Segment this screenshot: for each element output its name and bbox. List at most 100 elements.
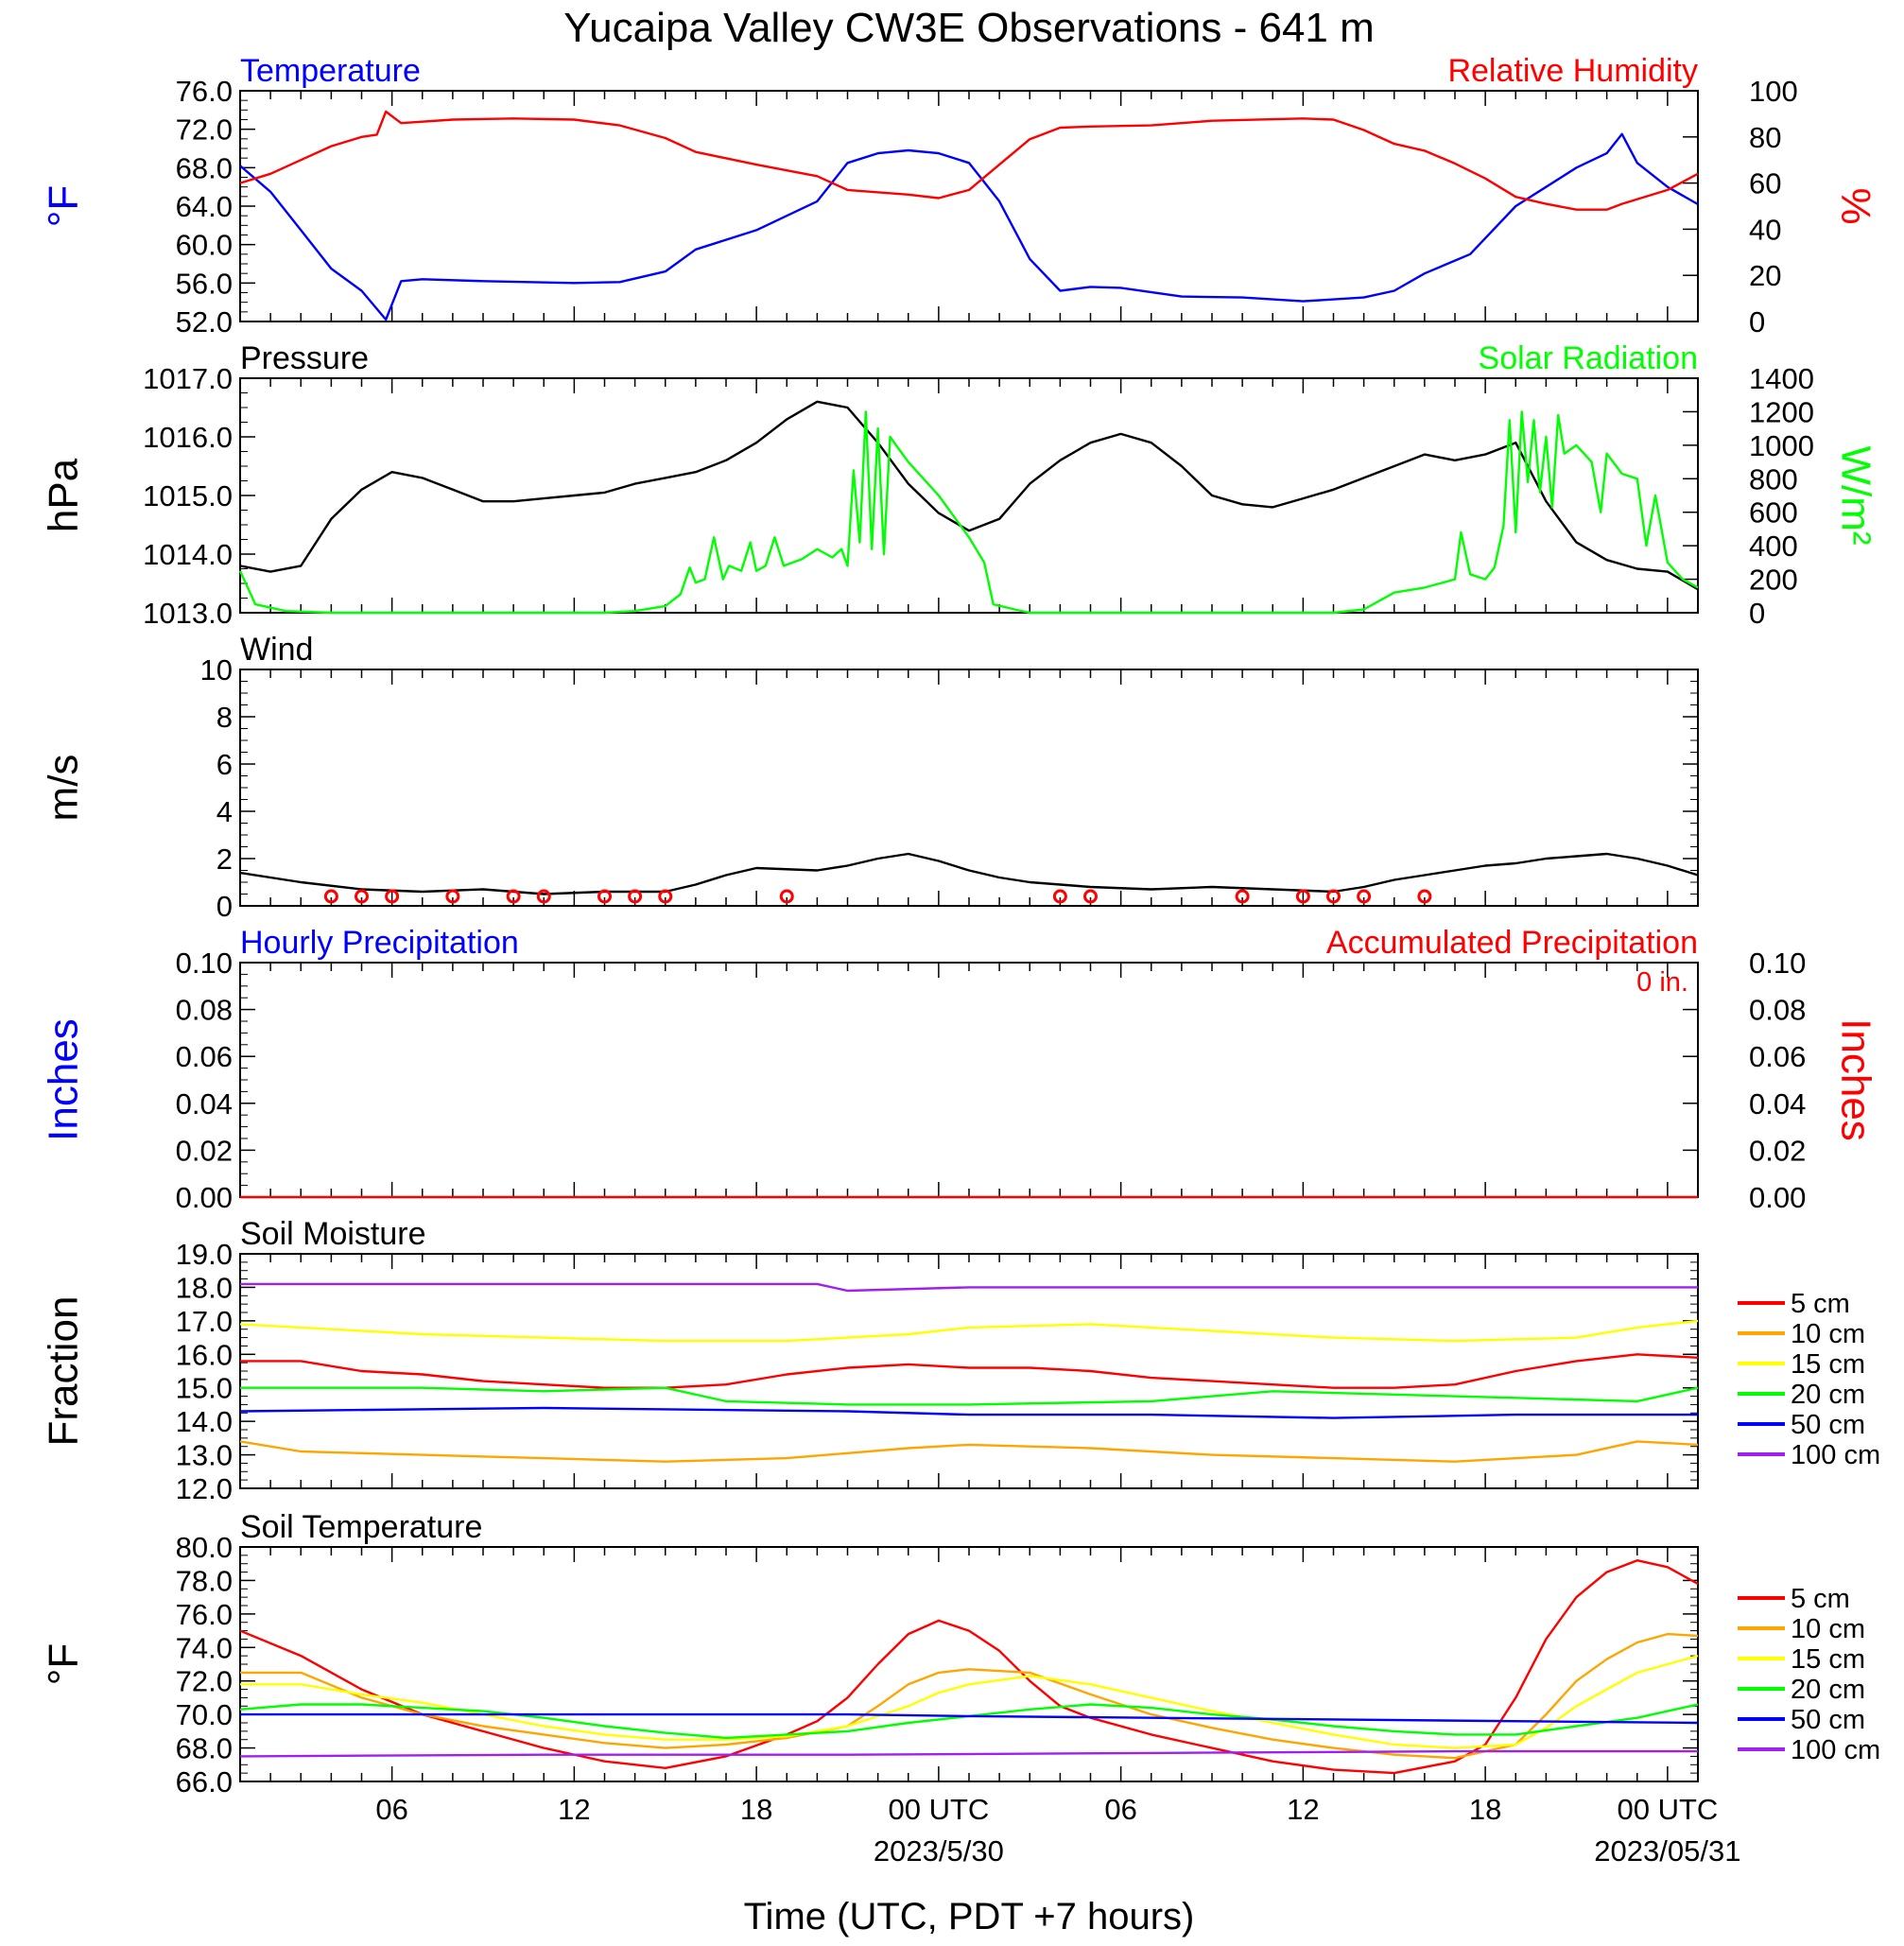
soil-moisture-left-tick-label: 14.0: [176, 1405, 233, 1438]
precipitation-left-axis-label: Inches: [41, 1018, 87, 1141]
wind-calm-marker: [1083, 889, 1098, 904]
precipitation-title-right: Accumulated Precipitation: [1326, 925, 1698, 961]
pressure-right-tick-label: 400: [1749, 530, 1798, 563]
wind-left-tick-label: 8: [216, 701, 233, 734]
precipitation-right-tick-label: 0.08: [1749, 994, 1806, 1027]
soil-temperature-series-10-cm: [240, 1632, 1699, 1760]
pressure-title-right: Solar Radiation: [1479, 340, 1698, 376]
soil-moisture-legend-label: 50 cm: [1791, 1410, 1865, 1440]
soil-temperature-legend-label: 50 cm: [1791, 1705, 1865, 1735]
wind-calm-marker: [385, 889, 400, 904]
x-tick-label: 18: [1469, 1793, 1501, 1826]
soil-moisture-left-tick-label: 19.0: [176, 1238, 233, 1271]
temperature-left-tick-label: 68.0: [176, 151, 233, 184]
soil-temperature-left-axis-label: °F: [41, 1643, 87, 1685]
wind-calm-marker: [1235, 889, 1250, 904]
soil-moisture-legend-label: 15 cm: [1791, 1349, 1865, 1380]
wind-calm-marker: [1295, 889, 1310, 904]
soil-moisture-frame: [239, 1253, 1699, 1489]
soil-moisture-series-5-cm: [240, 1353, 1699, 1389]
soil-temperature-title-left: Soil Temperature: [240, 1509, 482, 1545]
wind-calm-marker: [779, 889, 794, 904]
temperature-left-tick-label: 76.0: [176, 75, 233, 108]
soil-temperature-legend-label: 15 cm: [1791, 1644, 1865, 1675]
soil-moisture-left-axis-label: Fraction: [41, 1296, 87, 1447]
soil-moisture-left-tick-label: 17.0: [176, 1305, 233, 1338]
temperature-left-tick-label: 72.0: [176, 113, 233, 147]
soil-moisture-series-15-cm: [239, 1319, 1699, 1343]
wind-calm-marker: [1357, 889, 1372, 904]
soil-temperature-legend-label: 20 cm: [1791, 1675, 1865, 1705]
wind-left-tick-label: 6: [216, 748, 233, 781]
precipitation-right-tick-label: 0.04: [1749, 1087, 1806, 1121]
temperature-right-tick-label: 0: [1749, 305, 1765, 339]
soil-temperature-left-tick-label: 78.0: [176, 1564, 233, 1597]
soil-moisture-legend-label: 20 cm: [1791, 1380, 1865, 1410]
precipitation-right-tick-label: 0.06: [1749, 1040, 1806, 1073]
temperature-frame: [239, 90, 1699, 322]
temperature-right-tick-label: 60: [1749, 167, 1781, 200]
soil-temperature-series-5-cm: [239, 1559, 1699, 1775]
wind-left-tick-label: 4: [216, 795, 233, 828]
soil-moisture-series-50-cm: [239, 1406, 1698, 1419]
x-tick-date: 2023/5/30: [874, 1834, 1004, 1868]
soil-moisture-left-tick-label: 12.0: [176, 1472, 233, 1505]
x-tick-label: 06: [375, 1793, 407, 1826]
precipitation-title-left: Hourly Precipitation: [240, 925, 519, 961]
temperature-left-tick-label: 52.0: [176, 305, 233, 339]
pressure-left-tick-label: 1015.0: [143, 479, 233, 513]
temperature-left-tick-label: 60.0: [176, 229, 233, 262]
wind-calm-marker: [323, 889, 338, 904]
x-tick-label: 18: [740, 1793, 772, 1826]
soil-temperature-left-tick-label: 76.0: [176, 1598, 233, 1631]
soil-moisture-left-tick-label: 18.0: [176, 1271, 233, 1304]
wind-calm-marker: [1326, 889, 1341, 904]
wind-calm-marker: [355, 889, 369, 904]
wind-calm-marker: [536, 889, 551, 904]
x-tick-label: 06: [1104, 1793, 1136, 1826]
temperature-series-relative-humidity: [239, 110, 1699, 211]
pressure-left-tick-label: 1016.0: [143, 421, 233, 454]
precipitation-right-tick-label: 0.00: [1749, 1181, 1806, 1214]
x-tick-label: 12: [558, 1793, 590, 1826]
x-tick-date: 2023/05/31: [1594, 1834, 1740, 1868]
soil-temperature-left-tick-label: 70.0: [176, 1698, 233, 1731]
soil-moisture-left-tick-label: 13.0: [176, 1439, 233, 1472]
pressure-left-axis-label: hPa: [41, 458, 87, 532]
precipitation-annotation: 0 in.: [1636, 967, 1688, 998]
soil-moisture-legend-label: 10 cm: [1791, 1319, 1865, 1349]
precipitation-right-tick-label: 0.02: [1749, 1134, 1806, 1167]
precipitation-left-tick-label: 0.04: [176, 1087, 233, 1121]
temperature-right-tick-label: 40: [1749, 213, 1781, 246]
pressure-right-tick-label: 600: [1749, 496, 1798, 530]
temperature-right-tick-label: 20: [1749, 259, 1781, 292]
precipitation-right-tick-label: 0.10: [1749, 947, 1806, 980]
pressure-right-tick-label: 1200: [1749, 395, 1814, 428]
wind-calm-marker: [658, 889, 673, 904]
pressure-left-tick-label: 1013.0: [143, 597, 233, 630]
pressure-left-tick-label: 1017.0: [143, 362, 233, 395]
wind-left-tick-label: 2: [216, 843, 233, 876]
precipitation-right-axis-label: Inches: [1832, 1018, 1878, 1141]
precipitation-frame: [239, 962, 1699, 1198]
temperature-right-axis-label: %: [1832, 187, 1878, 224]
pressure-series-solar-radiation: [238, 410, 1699, 615]
soil-temperature-left-tick-label: 74.0: [176, 1631, 233, 1664]
precipitation-left-tick-label: 0.00: [176, 1181, 233, 1214]
temperature-left-tick-label: 64.0: [176, 190, 233, 223]
wind-calm-marker: [506, 889, 521, 904]
soil-moisture-legend-label: 5 cm: [1791, 1289, 1850, 1319]
precipitation-left-tick-label: 0.10: [176, 947, 233, 980]
temperature-left-axis-label: °F: [41, 185, 87, 227]
pressure-right-tick-label: 1000: [1749, 429, 1814, 462]
wind-title-left: Wind: [240, 632, 313, 668]
soil-temperature-left-tick-label: 80.0: [176, 1531, 233, 1564]
wind-left-axis-label: m/s: [41, 755, 87, 822]
wind-calm-marker: [597, 889, 612, 904]
wind-left-tick-label: 0: [216, 890, 233, 923]
wind-left-tick-label: 10: [200, 653, 233, 686]
soil-moisture-legend-label: 100 cm: [1791, 1440, 1880, 1470]
pressure-title-left: Pressure: [240, 340, 369, 376]
